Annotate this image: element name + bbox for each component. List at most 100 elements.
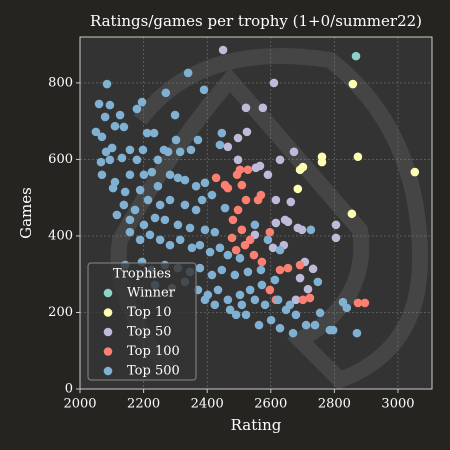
point [273,295,283,305]
point [100,112,110,122]
point [223,295,233,305]
point [265,227,275,237]
point [315,308,325,318]
point [215,140,225,150]
legend-marker [103,288,113,298]
legend-marker [103,366,113,376]
point [120,187,130,197]
point [260,300,270,310]
point [360,298,370,308]
point [243,267,253,277]
point [153,155,163,165]
point [160,215,170,225]
point [410,167,420,177]
point [137,97,147,107]
y-tick-label: 400 [48,228,73,243]
point [271,195,281,205]
point [241,310,251,320]
legend: Trophies Winner Top 10 Top 50 Top 100 Top 50… [87,262,197,381]
point [240,240,250,250]
point [317,157,327,167]
point [245,285,255,295]
point [94,99,104,109]
point [275,323,285,333]
point [286,197,296,207]
point [331,220,341,230]
point [213,285,223,295]
point [254,320,264,330]
point [257,280,267,290]
point [245,235,255,245]
point [153,181,163,191]
point [258,103,268,113]
point [150,213,160,223]
y-tick-label: 600 [48,152,73,167]
point [275,155,285,165]
point [205,247,215,257]
point [233,133,243,143]
point [237,180,247,190]
point [227,233,237,243]
point [288,328,298,338]
legend-label: Top 100 [127,344,180,359]
point [235,253,245,263]
point [223,142,233,152]
point [163,147,173,157]
point [235,165,245,175]
point [125,215,135,225]
point [173,173,183,183]
point [242,127,252,137]
point [115,110,125,120]
point [207,270,217,280]
point [91,127,101,137]
point [230,270,240,280]
point [180,200,190,210]
point [263,235,273,245]
point [233,205,243,215]
point [155,235,165,245]
watermark [110,48,429,390]
point [139,170,149,180]
point [353,298,363,308]
x-tick-label: 2200 [127,397,160,412]
point [155,200,165,210]
point [223,183,233,193]
point [142,128,152,138]
point [270,275,280,285]
legend-frame [87,262,197,381]
point [297,225,307,235]
point [132,155,142,165]
point [102,79,112,89]
point [217,128,227,138]
x-tick-label: 2800 [318,397,351,412]
point [195,263,205,273]
point [183,68,193,78]
point [107,143,117,153]
legend-label: Top 50 [127,325,171,340]
point [308,264,318,274]
point [170,110,180,120]
point [165,170,175,180]
point [250,295,260,305]
y-tick-label: 200 [48,305,73,320]
point [220,203,230,213]
point [243,165,253,175]
point [125,170,135,180]
point [301,320,311,330]
point [199,85,209,95]
point [283,217,293,227]
point [125,145,135,155]
point [200,225,210,235]
point [165,195,175,205]
point [263,170,273,180]
point [306,225,316,235]
y-tick-label: 0 [65,382,73,397]
point [108,183,118,193]
point [225,305,235,315]
point [97,132,107,142]
point [211,173,221,183]
point [145,230,155,240]
point [149,128,159,138]
point [352,328,362,338]
